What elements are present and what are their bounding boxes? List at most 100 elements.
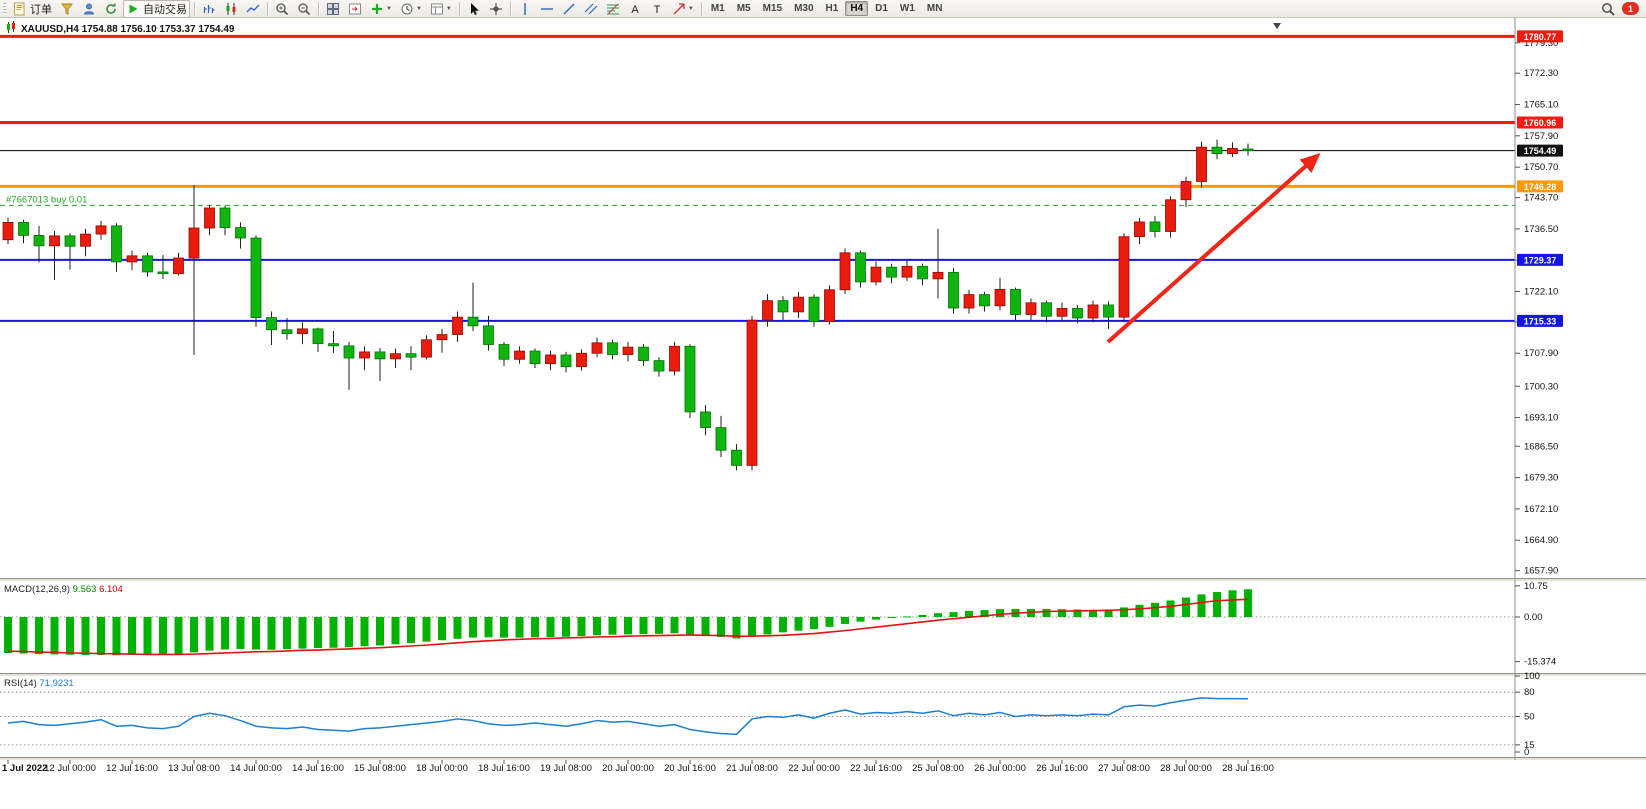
order-icon	[13, 2, 27, 16]
arrows-tool-button[interactable]: ▼	[669, 0, 697, 18]
timeframe-button-H4[interactable]: H4	[845, 1, 869, 16]
text-tool-button[interactable]: A	[625, 0, 645, 18]
price-axis-label: 1765.10	[1524, 100, 1558, 111]
price-axis-label: 1750.70	[1524, 162, 1558, 173]
price-axis-label: 1672.10	[1524, 504, 1558, 515]
splitter-main-macd[interactable]	[0, 578, 1646, 581]
zoom-in-button[interactable]	[272, 0, 292, 18]
fibonacci-tool-button[interactable]	[603, 0, 623, 18]
notification-badge[interactable]: 1	[1622, 2, 1639, 15]
price-label-box-text: 1729.37	[1524, 255, 1557, 265]
chart-canvas[interactable]: #7667013 buy 0.01 MACD(12,26,9) 9.563 6.1…	[0, 18, 1646, 809]
chevron-down-icon: ▼	[687, 5, 694, 12]
splitter-macd-rsi[interactable]	[0, 673, 1646, 676]
candle-body	[250, 237, 262, 318]
candle-body	[18, 221, 29, 236]
candle-body	[1103, 304, 1114, 318]
profile-button[interactable]	[79, 0, 99, 18]
price-label-box	[1517, 253, 1563, 266]
search-button[interactable]	[1598, 0, 1618, 18]
market-depth-button[interactable]	[57, 0, 77, 18]
candle-body	[1149, 221, 1161, 232]
hline-icon	[540, 2, 554, 16]
candle-body	[266, 317, 277, 331]
vertical-line-tool-button[interactable]	[515, 0, 535, 18]
time-axis-label: 1 Jul 2022	[2, 763, 47, 774]
line-chart-mode-button[interactable]	[243, 0, 263, 18]
candle-body	[312, 328, 324, 345]
candle-body	[483, 325, 494, 345]
candle-body	[746, 319, 758, 466]
timeframe-button-M1[interactable]: M1	[710, 3, 725, 14]
candle-body	[405, 353, 417, 358]
candle-chart-mode-button[interactable]	[221, 0, 241, 18]
candle-body	[421, 339, 432, 358]
chevron-down-icon: ▼	[415, 5, 422, 12]
zoom-out-icon	[297, 2, 311, 16]
candle-body	[591, 342, 603, 354]
candle-body	[157, 271, 169, 275]
chart-area[interactable]: #7667013 buy 0.01 MACD(12,26,9) 9.563 6.1…	[0, 18, 1646, 809]
label-tool-button[interactable]: T	[647, 0, 667, 18]
refresh-icon	[104, 2, 118, 16]
candle-body	[948, 271, 959, 309]
time-axis-label: 12 Jul 16:00	[106, 763, 158, 774]
candle-body	[793, 296, 804, 313]
templates-button[interactable]: ▼	[427, 0, 455, 18]
price-axis-label: 1743.70	[1524, 193, 1558, 204]
refresh-button[interactable]	[101, 0, 121, 18]
macd-axis-label: 10.75	[1524, 581, 1548, 592]
new-order-button[interactable]: 订单	[10, 0, 55, 18]
auto-trading-label: 自动交易	[143, 3, 187, 16]
price-axis-label: 1722.10	[1524, 286, 1558, 297]
auto-trading-button[interactable]: 自动交易	[123, 0, 190, 18]
rsi-axis-label: 100	[1524, 671, 1540, 682]
clock-icon	[400, 2, 414, 16]
candle-body	[979, 294, 990, 307]
candle-body	[762, 300, 773, 321]
trendline-tool-button[interactable]	[559, 0, 579, 18]
time-axis-label: 21 Jul 08:00	[726, 763, 778, 774]
price-label-box-text: 1754.49	[1524, 146, 1557, 156]
timeframe-button-MN[interactable]: MN	[926, 3, 943, 14]
channel-tool-button[interactable]	[581, 0, 601, 18]
timeframe-button-M15[interactable]: M15	[762, 3, 783, 14]
candle-body	[80, 233, 91, 247]
cursor-icon	[467, 2, 481, 16]
price-label-box	[1517, 180, 1563, 193]
ind-plus-icon	[370, 2, 384, 16]
timeframe-button-D1[interactable]: D1	[875, 3, 888, 14]
crosshair-tool-button[interactable]	[486, 0, 506, 18]
candle-body	[204, 207, 215, 229]
toolbar-grip[interactable]	[3, 2, 6, 15]
timeframe-button-M30[interactable]: M30	[794, 3, 814, 14]
timeframe-button-W1[interactable]: W1	[899, 3, 915, 14]
candle-body	[142, 255, 153, 273]
splitter-rsi-timeaxis[interactable]	[0, 757, 1646, 760]
price-label-box-text: 1760.96	[1524, 118, 1557, 128]
arrows-icon	[672, 2, 686, 16]
timeframe-button-M5[interactable]: M5	[736, 3, 751, 14]
macd-axis-label: 0.00	[1524, 612, 1543, 623]
candlesticks	[2, 139, 1254, 471]
candle-body	[901, 265, 913, 278]
tile-icon	[326, 2, 340, 16]
chart-shift-marker[interactable]	[1273, 23, 1281, 29]
time-axis-label: 26 Jul 16:00	[1036, 763, 1088, 774]
cursor-tool-button[interactable]	[464, 0, 484, 18]
trend-arrow-drawing[interactable]	[1106, 153, 1321, 344]
zoom-out-button[interactable]	[294, 0, 314, 18]
timeframe-button-H1[interactable]: H1	[825, 3, 839, 14]
time-axis-label: 18 Jul 00:00	[416, 763, 468, 774]
indicators-button[interactable]: ▼	[367, 0, 395, 18]
horizontal-line-tool-button[interactable]	[537, 0, 557, 18]
chart-shift-button[interactable]	[345, 0, 365, 18]
timeframe-toolbar: M1 M5 M15 M30 H1 H4 D1 W1 MN	[705, 1, 949, 16]
periods-button[interactable]: ▼	[397, 0, 425, 18]
time-axis-label: 28 Jul 00:00	[1160, 763, 1212, 774]
tile-windows-button[interactable]	[323, 0, 343, 18]
bar-chart-mode-button[interactable]	[199, 0, 219, 18]
crosshair-icon	[489, 2, 503, 16]
price-axis-label: 1700.30	[1524, 381, 1558, 392]
toolbar-separator	[700, 1, 702, 16]
